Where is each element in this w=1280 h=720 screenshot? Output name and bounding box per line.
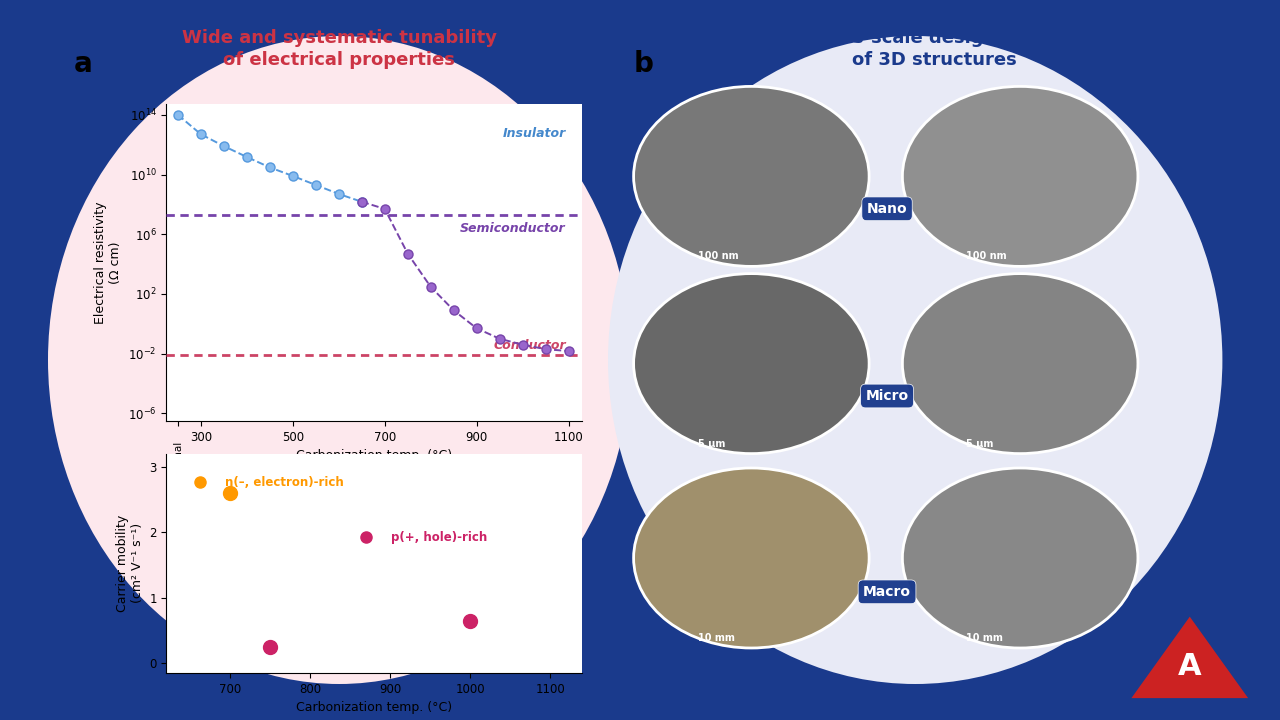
Text: Macro: Macro [863,585,911,599]
Text: Wide and systematic tunability
of electrical properties: Wide and systematic tunability of electr… [182,29,497,69]
Text: Conductor: Conductor [493,338,566,351]
Text: a: a [74,50,93,78]
Text: 5 μm: 5 μm [698,438,724,449]
Text: 10 mm: 10 mm [966,633,1004,643]
Text: Micro: Micro [865,389,909,403]
Text: p(+, hole)-rich: p(+, hole)-rich [392,531,488,544]
Text: Trans-scale designability
of 3D structures: Trans-scale designability of 3D structur… [809,29,1060,69]
Text: 5 μm: 5 μm [966,438,993,449]
Text: A: A [1178,652,1202,681]
Y-axis label: Carrier mobility
(cm² V⁻¹ s⁻¹): Carrier mobility (cm² V⁻¹ s⁻¹) [115,515,143,612]
Text: Nano: Nano [867,202,908,216]
Text: 100 nm: 100 nm [698,251,739,261]
Text: 100 nm: 100 nm [966,251,1007,261]
X-axis label: Carbonization temp. (°C): Carbonization temp. (°C) [297,449,452,462]
Polygon shape [1132,616,1248,698]
Text: b: b [634,50,654,78]
Text: Original: Original [173,441,183,482]
Text: 10 mm: 10 mm [698,633,735,643]
X-axis label: Carbonization temp. (°C): Carbonization temp. (°C) [297,701,452,714]
Y-axis label: Electrical resistivity
(Ω cm): Electrical resistivity (Ω cm) [95,202,123,324]
Text: Insulator: Insulator [503,127,566,140]
Text: n(–, electron)-rich: n(–, electron)-rich [225,476,343,489]
Text: Semiconductor: Semiconductor [460,222,566,235]
